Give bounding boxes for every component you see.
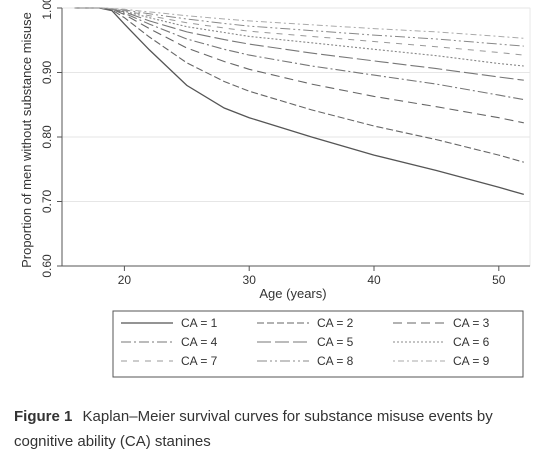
y-axis-label: Proportion of men without substance misu…	[19, 12, 34, 268]
series-line-ca-3	[74, 7, 524, 124]
series-line-ca-9	[74, 7, 524, 39]
x-tick-label: 30	[243, 273, 257, 287]
y-tick-label: 0.70	[40, 189, 54, 213]
y-tick-label: 1.00	[40, 0, 54, 20]
x-tick-label: 50	[492, 273, 506, 287]
legend-label-ca-4: CA = 4	[181, 335, 218, 349]
y-tick-label: 0.80	[40, 125, 54, 149]
legend-label-ca-2: CA = 2	[317, 316, 354, 330]
series-line-ca-5	[74, 7, 524, 81]
series-line-ca-2	[74, 7, 524, 163]
legend-box	[112, 310, 524, 378]
y-tick-label: 0.90	[40, 60, 54, 84]
x-tick-label: 20	[118, 273, 132, 287]
axes: 0.60 0.70 0.80 0.90 1.00 20 30 40 50	[40, 0, 530, 287]
series-line-ca-1	[74, 7, 524, 196]
legend-label-ca-1: CA = 1	[181, 316, 218, 330]
legend-label-ca-9: CA = 9	[453, 354, 490, 368]
legend-label-ca-6: CA = 6	[453, 335, 490, 349]
legend-label-ca-5: CA = 5	[317, 335, 354, 349]
legend-label-ca-3: CA = 3	[453, 316, 490, 330]
figure-caption: Figure 1 Kaplan–Meier survival curves fo…	[14, 404, 534, 454]
legend-label-ca-8: CA = 8	[317, 354, 354, 368]
x-axis-label: Age (years)	[259, 286, 326, 301]
series-layer	[74, 7, 524, 196]
figure-label: Figure 1	[14, 408, 73, 425]
x-tick-label: 40	[367, 273, 381, 287]
legend-label-ca-7: CA = 7	[181, 354, 218, 368]
legend: CA = 1 CA = 2 CA = 3 CA = 4 CA = 5 CA = 6 CA =…	[112, 310, 524, 378]
figure-caption-text: Kaplan–Meier survival curves for substan…	[14, 408, 493, 450]
y-tick-label: 0.60	[40, 254, 54, 278]
